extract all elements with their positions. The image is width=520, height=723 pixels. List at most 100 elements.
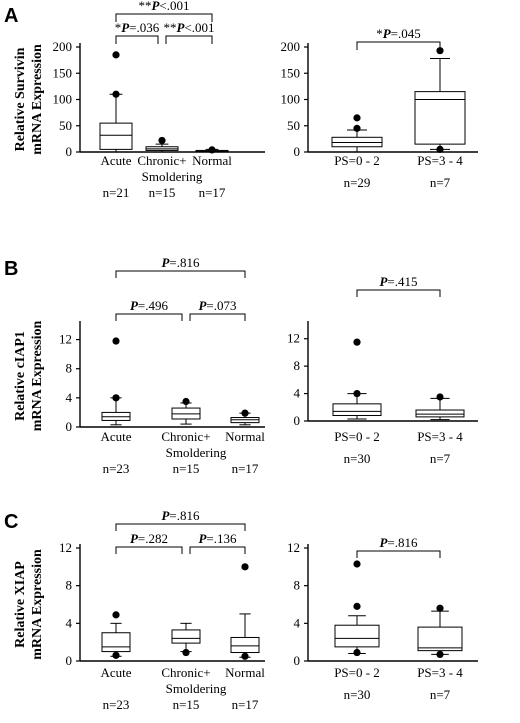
sample-size-label: n=7 [430,175,451,190]
y-tick-label: 50 [287,118,300,133]
y-axis-label: Relative cIAP1 [13,331,28,421]
p-value-label: P=.282 [130,531,168,546]
significance-bracket: *P=.045 [356,26,441,50]
outlier-point [182,648,190,657]
outlier-point [353,648,361,657]
bracket-line [189,313,246,321]
significance-bracket: **P<.001 [115,0,213,22]
category-label: PS=3 - 4 [417,429,463,444]
sample-size-label: n=15 [149,185,176,200]
category-label-line2: Smoldering [166,445,227,460]
bracket-line [356,289,441,297]
bracket-line [115,35,159,44]
sample-size-label: n=30 [344,451,371,466]
outlier-point [436,47,444,55]
significance-bracket: P=.816 [115,508,246,531]
p-value-label: P=.136 [198,531,237,546]
sample-size-label: n=30 [344,687,371,702]
outlier-point [158,136,166,145]
box [101,632,131,653]
y-tick-label: 100 [53,92,73,107]
y-tick-label: 0 [66,653,73,668]
chart-1: 0 50 100 150 200 Relative Survivin mRNA Expres… [13,0,265,200]
outlier-point [112,90,120,98]
sample-size-label: n=17 [199,185,226,200]
outlier-point [436,604,444,612]
y-tick-label: 12 [287,540,300,555]
category-label: PS=3 - 4 [417,665,463,680]
y-tick-label: 8 [66,361,73,376]
significance-bracket: *P=.036 [115,20,160,44]
box-group: PS=3 - 4 n=7 [417,604,463,702]
y-tick-label: 150 [53,65,73,80]
box [99,122,133,150]
outlier-point [353,602,361,610]
bracket-line [115,523,246,531]
panel-label-a: A [4,5,18,27]
outlier-point [112,337,120,345]
sample-size-label: n=7 [430,687,451,702]
y-axis-label: Relative Survivin [13,47,28,151]
y-tick-label: 0 [294,653,301,668]
y-tick-label: 4 [294,615,301,630]
y-tick-label: 12 [59,540,72,555]
y-tick-label: 0 [294,144,301,159]
sample-size-label: n=17 [232,697,259,712]
significance-bracket: P=.136 [189,531,246,554]
box [334,624,380,648]
chart-2: 0 50 100 150 200 PS=0 - 2 n=29 PS=3 - 4 n=7 *P=.0… [281,26,478,190]
bracket-line [115,13,213,22]
outlier-point [353,124,361,132]
box-group: Normal n=17 [192,146,232,200]
p-value-label: *P=.036 [115,20,160,35]
p-value-label: P=.073 [198,298,236,313]
category-label: Normal [225,429,265,444]
outlier-point [241,409,249,417]
y-tick-label: 12 [287,331,300,346]
panel-label-b: B [4,258,18,280]
bracket-line [356,41,441,50]
outlier-point [436,145,444,153]
significance-bracket: P=.282 [115,531,183,554]
sample-size-label: n=23 [103,697,130,712]
significance-bracket: P=.496 [115,298,183,321]
outlier-point [182,397,190,406]
outlier-point [241,563,249,571]
chart-3: 0 4 8 12 Relative cIAP1 mRNA Expression Acute n… [13,255,265,476]
category-label: Acute [100,665,131,680]
outlier-point [208,146,216,154]
sample-size-label: n=21 [103,185,130,200]
category-label: PS=3 - 4 [417,153,463,168]
chart-6: 0 4 8 12 PS=0 - 2 n=30 PS=3 - 4 n=7 P=.816 [287,535,478,702]
p-value-label: **P<.001 [163,20,214,35]
category-label: Acute [100,153,131,168]
y-tick-label: 50 [59,118,72,133]
y-tick-label: 8 [294,578,301,593]
bracket-line [356,550,441,558]
y-tick-label: 150 [281,65,301,80]
box-group: Acute n=21 [99,51,133,200]
y-tick-label: 100 [281,92,301,107]
sample-size-label: n=15 [173,461,200,476]
y-tick-label: 8 [66,578,73,593]
sample-size-label: n=29 [344,175,371,190]
outlier-point [241,652,249,660]
outlier-point [112,651,120,659]
box-group: PS=0 - 2 n=30 [334,560,380,702]
category-label: Normal [192,153,232,168]
significance-bracket: P=.073 [189,298,246,321]
box-group: Acute n=23 [100,611,132,712]
y-tick-label: 4 [66,390,73,405]
bracket-line [189,546,246,554]
outlier-point [112,51,120,59]
category-label: Chronic+ [161,429,210,444]
category-label: PS=0 - 2 [334,665,380,680]
chart-4: 0 4 8 12 PS=0 - 2 n=30 PS=3 - 4 n=7 P=.415 [287,274,478,466]
outlier-point [112,394,120,402]
sample-size-label: n=17 [232,461,259,476]
bracket-line [115,270,246,278]
